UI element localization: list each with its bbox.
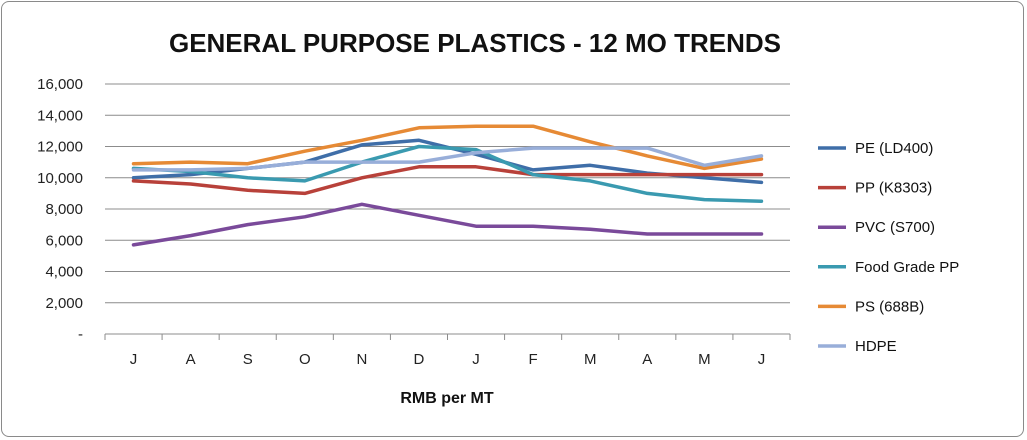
x-tick-label: J	[472, 351, 480, 368]
x-tick-label: D	[414, 351, 425, 368]
y-tick-label: 6,000	[45, 232, 83, 249]
y-tick-label: 16,000	[37, 76, 83, 93]
legend-label-pvc-s700: PVC (S700)	[855, 219, 935, 236]
x-tick-label: O	[299, 351, 311, 368]
x-tick-label: N	[356, 351, 367, 368]
legend: PE (LD400) PP (K8303) PVC (S700) Food Grade…	[818, 140, 959, 355]
gridlines	[105, 83, 790, 304]
series-lines	[131, 124, 764, 247]
y-tick-label: 4,000	[45, 264, 83, 281]
x-tick-label: M	[584, 351, 597, 368]
legend-label-pp-k8303: PP (K8303)	[855, 180, 932, 197]
legend-label-ps-688b: PS (688B)	[855, 298, 924, 315]
legend-label-food-grade-pp: Food Grade PP	[855, 259, 959, 276]
series-line-food-grade-pp	[131, 144, 764, 203]
series-line-hdpe	[131, 146, 764, 172]
y-tick-label: 14,000	[37, 107, 83, 124]
x-tick-label: A	[186, 351, 196, 368]
chart-title: GENERAL PURPOSE PLASTICS - 12 MO TRENDS	[169, 28, 781, 58]
x-tick-label: A	[642, 351, 652, 368]
series-line-pvc-s700	[131, 202, 764, 247]
axes: - 2,000 4,000 6,000 8,000 10,000 12,000 14,000 1…	[37, 76, 791, 368]
y-tick-label: 12,000	[37, 139, 83, 156]
x-tick-label: S	[243, 351, 253, 368]
x-tick-label: J	[130, 351, 138, 368]
y-tick-label: 2,000	[45, 295, 83, 312]
x-tick-label: J	[758, 351, 766, 368]
series-line-ps-688b	[131, 124, 764, 171]
x-axis-title: RMB per MT	[400, 390, 494, 407]
x-tick-label: M	[698, 351, 711, 368]
x-tick-label: F	[529, 351, 538, 368]
legend-label-hdpe: HDPE	[855, 338, 897, 355]
y-tick-label: -	[78, 326, 83, 343]
legend-label-pe-ld400: PE (LD400)	[855, 140, 933, 157]
y-tick-label: 10,000	[37, 170, 83, 187]
series-line-pp-k8303	[131, 165, 764, 196]
y-tick-label: 8,000	[45, 201, 83, 218]
